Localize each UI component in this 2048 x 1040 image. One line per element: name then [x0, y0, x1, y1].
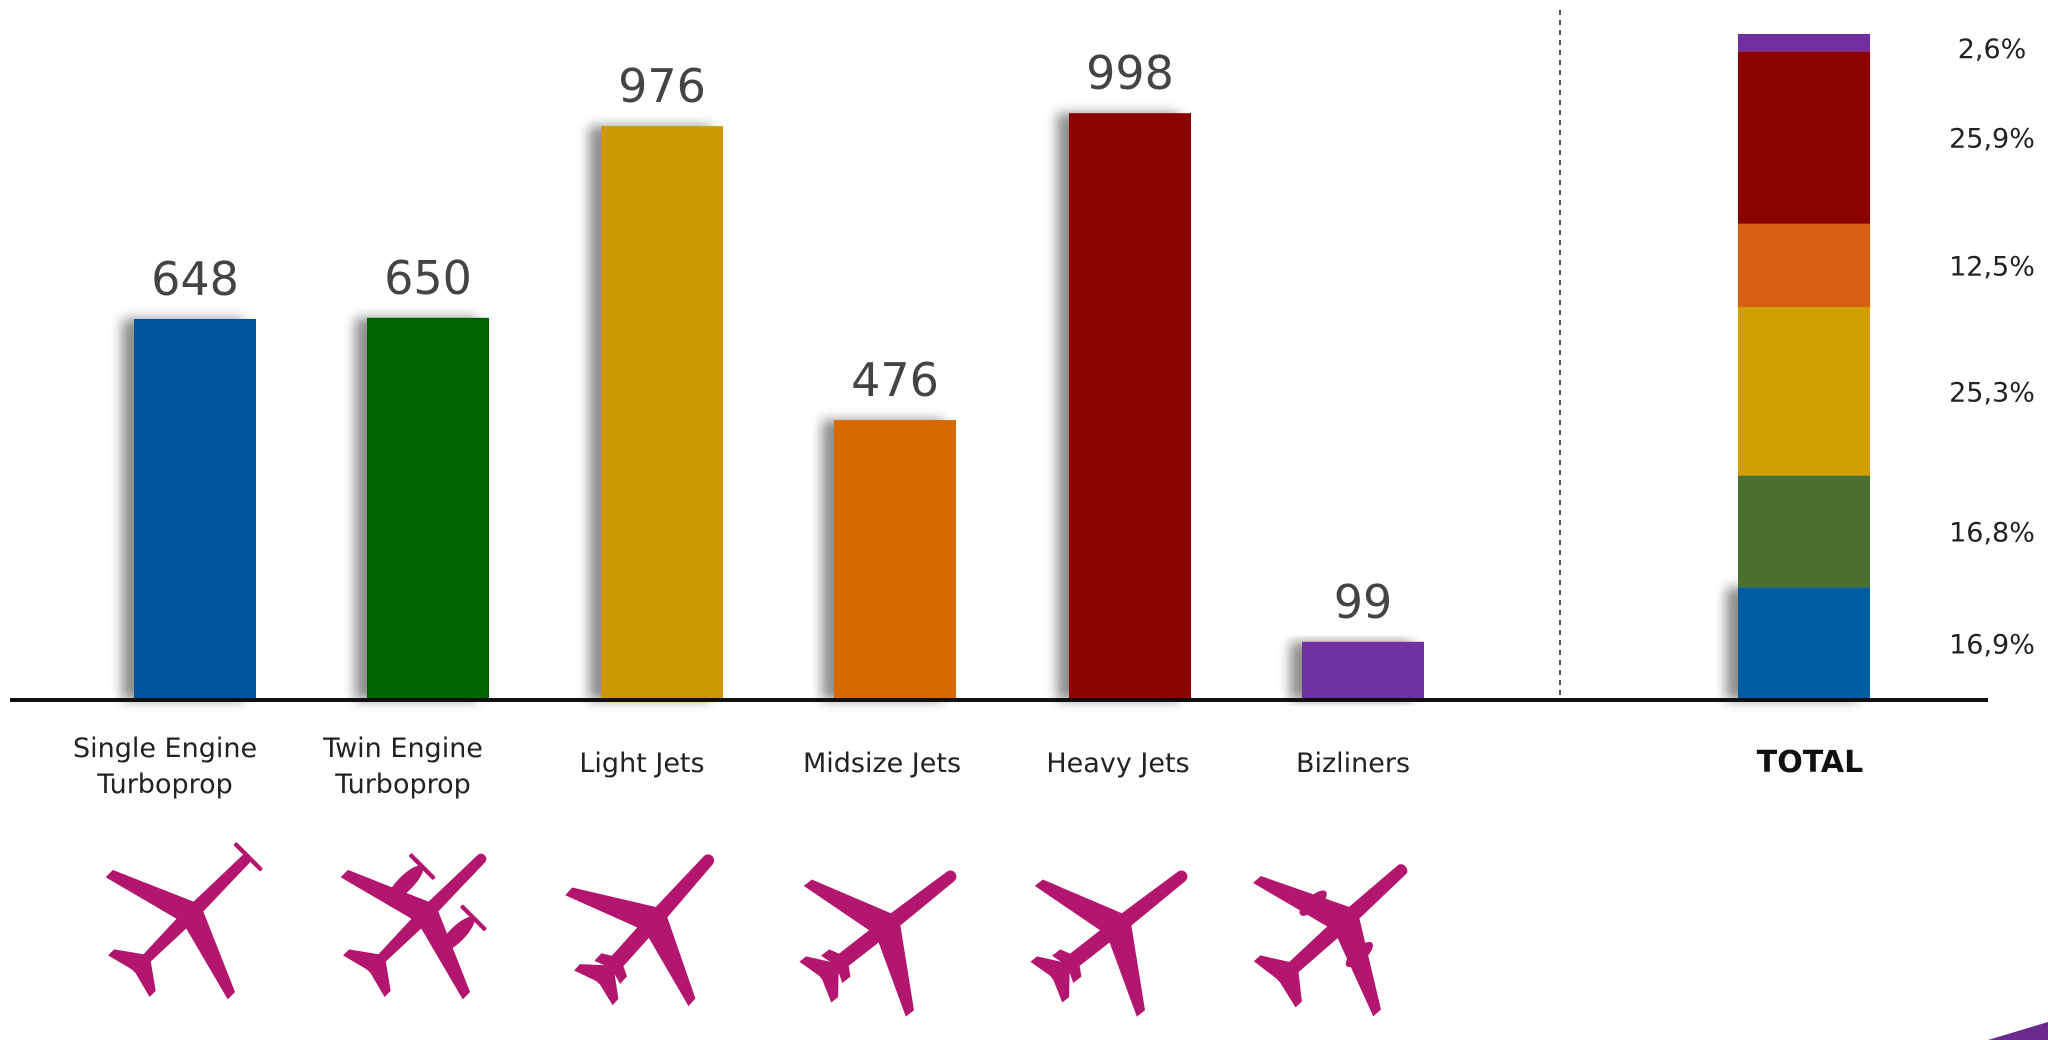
total-stack: 16,9% 16,8% 25,3% 12,5% 25,9% 2,6% TOTAL — [1738, 34, 2035, 780]
bar-2 — [601, 126, 723, 700]
total-label: TOTAL — [1757, 745, 1863, 780]
bars-layer — [134, 113, 1424, 700]
total-segment-pct-2: 25,3% — [1949, 377, 2035, 408]
category-label-5-line-0: Bizliners — [1296, 748, 1410, 779]
total-segment-pct-5: 2,6% — [1958, 34, 2027, 65]
total-segment-pct-1: 16,8% — [1949, 518, 2035, 549]
corner-accent — [1988, 1022, 2048, 1040]
total-segment-1 — [1738, 475, 1870, 588]
category-label-1-line-0: Twin Engine — [322, 733, 483, 764]
category-label-0-line-1: Turboprop — [96, 769, 233, 800]
category-label-4-line-0: Heavy Jets — [1046, 748, 1189, 779]
total-segment-3 — [1738, 223, 1870, 308]
midsize-jet-plane-icon — [764, 807, 1007, 1040]
category-label-0-line-0: Single Engine — [73, 733, 257, 764]
labels-layer: 648 Single Engine Turboprop 650 Twin Engine T… — [73, 46, 1410, 800]
bar-3 — [834, 420, 956, 700]
total-segment-4 — [1738, 51, 1870, 224]
bar-5 — [1302, 641, 1424, 700]
bar-value-label-4: 998 — [1086, 46, 1174, 100]
total-segment-pct-0: 16,9% — [1949, 630, 2035, 661]
bar-0 — [134, 318, 256, 700]
bar-4 — [1069, 113, 1191, 700]
category-label-2-line-0: Light Jets — [579, 748, 704, 779]
total-segment-pct-3: 12,5% — [1949, 251, 2035, 282]
bar-value-label-5: 99 — [1334, 575, 1393, 629]
heavy-jet-plane-icon — [995, 807, 1238, 1040]
bar-value-label-2: 976 — [618, 59, 706, 113]
total-segment-0 — [1738, 587, 1870, 700]
light-jet-plane-icon — [531, 800, 774, 1040]
bar-value-label-0: 648 — [151, 252, 239, 306]
category-label-3-line-0: Midsize Jets — [803, 748, 961, 779]
bar-value-label-1: 650 — [384, 251, 472, 305]
bar-value-label-3: 476 — [851, 353, 939, 407]
category-label-1-line-1: Turboprop — [334, 769, 471, 800]
icons-layer — [67, 794, 1466, 1040]
total-segment-2 — [1738, 307, 1870, 476]
bar-1 — [367, 317, 489, 700]
total-segment-pct-4: 25,9% — [1949, 124, 2035, 155]
twin-engine-turboprop-plane-icon — [302, 794, 546, 1038]
total-segment-5 — [1738, 34, 1870, 52]
bizliner-plane-icon — [1214, 799, 1466, 1040]
single-engine-turboprop-plane-icon — [67, 794, 311, 1038]
